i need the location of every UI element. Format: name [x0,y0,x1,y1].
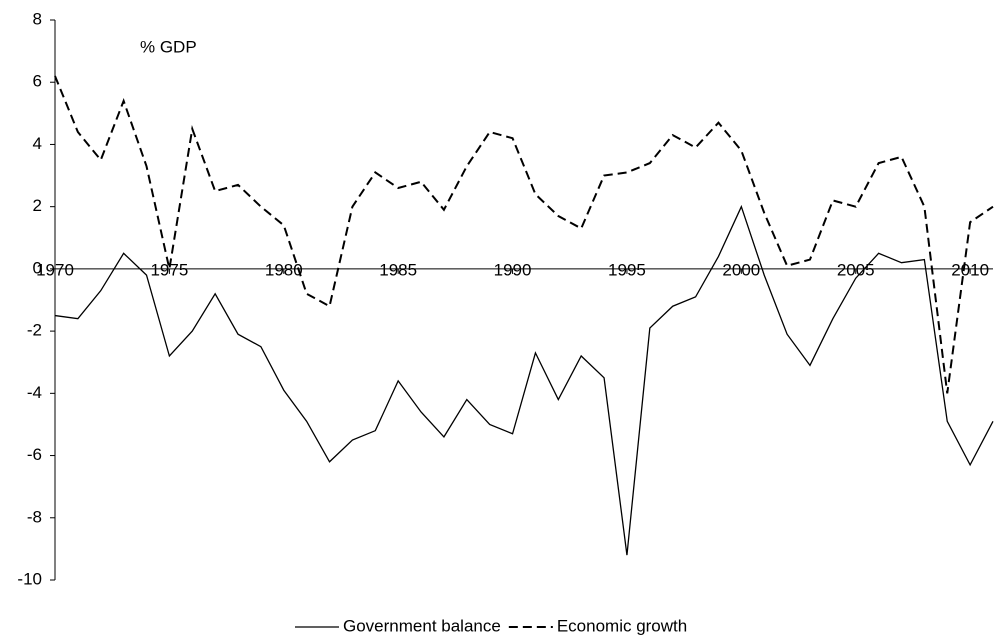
x-tick-label: 1970 [36,260,74,279]
y-tick-label: -6 [27,445,42,464]
annotation: % GDP [140,37,197,56]
y-tick-label: -2 [27,321,42,340]
y-tick-label: 2 [33,196,42,215]
y-tick-label: -8 [27,507,42,526]
y-tick-label: 6 [33,72,42,91]
y-tick-label: -10 [17,569,42,588]
y-tick-label: 8 [33,9,42,28]
y-tick-label: -4 [27,383,42,402]
x-tick-label: 1975 [150,260,188,279]
x-tick-label: 2005 [837,260,875,279]
x-tick-label: 1990 [494,260,532,279]
data-line [54,204,994,556]
x-tick-label: 1980 [265,260,303,279]
x-tick-label: 1985 [379,260,417,279]
legend-label: Economic growth [557,616,687,635]
x-tick-label: 2000 [722,260,760,279]
data-line [54,75,994,394]
y-tick-label: 4 [33,134,42,153]
legend-label: Government balance [343,616,501,635]
x-tick-label: 2010 [951,260,989,279]
x-tick-label: 1995 [608,260,646,279]
y-tick-label: 0 [33,258,42,277]
